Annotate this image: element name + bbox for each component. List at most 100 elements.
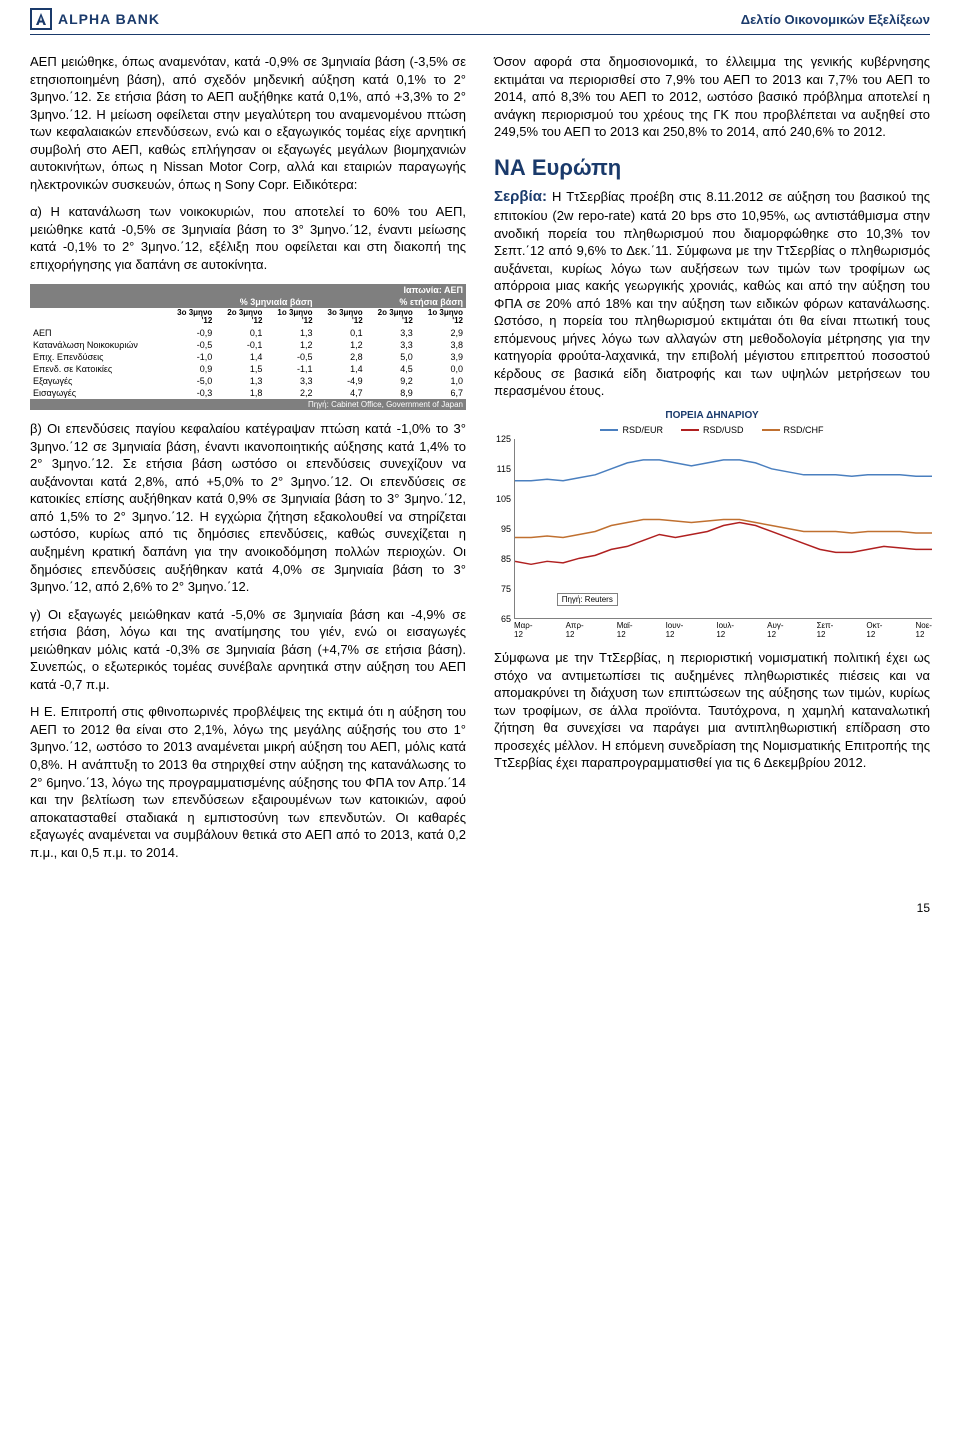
right-para-after-chart: Σύμφωνα με την ΤτΣερβίας, η περιοριστική… — [494, 649, 930, 772]
table-row: Εισαγωγές -0,31,82,24,78,96,7 — [30, 387, 466, 399]
bulletin-title: Δελτίο Οικονομικών Εξελίξεων — [741, 12, 930, 27]
y-axis-label: 125 — [496, 434, 515, 444]
table-cell: 1,4 — [215, 351, 265, 363]
chart-line-rsd/eur — [515, 460, 932, 481]
table-cell: 2,2 — [265, 387, 315, 399]
table-cell: 2,9 — [416, 327, 466, 339]
left-para-d-text: Η Ε. Επιτροπή στις φθινοπωρινές προβλέψε… — [30, 704, 466, 859]
table-cell: 1,4 — [316, 363, 366, 375]
table-cell: 4,7 — [316, 387, 366, 399]
table-col-header: 3ο 3μηνο'12 — [165, 308, 215, 328]
y-axis-label: 95 — [501, 524, 515, 534]
table-cell: 5,0 — [366, 351, 416, 363]
table-cell: 3,3 — [366, 339, 416, 351]
left-para-c-text: γ) Οι εξαγωγές μειώθηκαν κατά -5,0% σε 3… — [30, 607, 466, 692]
table-group1: % 3μηνιαία βάση — [165, 296, 315, 308]
chart-x-labels: Μαρ-12Απρ-12Μαϊ-12Ιουν-12Ιουλ-12Αυγ-12Σε… — [514, 621, 932, 639]
table-cell: -1,0 — [165, 351, 215, 363]
y-axis-label: 75 — [501, 584, 515, 594]
table-cell: 3,3 — [366, 327, 416, 339]
right-para-1: Όσον αφορά στα δημοσιονομικά, το έλλειμμ… — [494, 53, 930, 141]
table-cell: 8,9 — [366, 387, 416, 399]
table-row-label: Κατανάλωση Νοικοκυριών — [30, 339, 165, 351]
chart-line-rsd/usd — [515, 523, 932, 565]
japan-gdp-table: Ιαπωνία: ΑΕΠ % 3μηνιαία βάση % ετήσια βά… — [30, 284, 466, 411]
chart-source-label: Πηγή: Reuters — [557, 593, 618, 606]
serbia-label: Σερβία: — [494, 188, 547, 205]
table-cell: 1,2 — [316, 339, 366, 351]
left-para-1-text: ΑΕΠ μειώθηκε, όπως αναμενόταν, κατά -0,9… — [30, 54, 466, 192]
table-col-header: 1ο 3μηνο'12 — [416, 308, 466, 328]
dinar-chart: ΠΟΡΕΙΑ ΔΗΝΑΡΙΟΥ RSD/EUR RSD/USD RSD/CHF … — [494, 410, 930, 639]
logo-block: ALPHA BANK — [30, 8, 160, 30]
chart-line-rsd/chf — [515, 520, 932, 538]
table-col-header: 2ο 3μηνο'12 — [215, 308, 265, 328]
table-cell: -0,1 — [215, 339, 265, 351]
table-col-header: 1ο 3μηνο'12 — [265, 308, 315, 328]
legend-label: RSD/CHF — [784, 425, 824, 435]
table-row: ΑΕΠ -0,90,11,30,13,32,9 — [30, 327, 466, 339]
table-cell: 1,2 — [265, 339, 315, 351]
x-axis-label: Οκτ-12 — [866, 621, 882, 639]
table-cell: -1,1 — [265, 363, 315, 375]
page-number: 15 — [30, 901, 930, 915]
legend-item: RSD/CHF — [762, 425, 824, 435]
y-axis-label: 85 — [501, 554, 515, 564]
x-axis-label: Απρ-12 — [566, 621, 584, 639]
bank-name: ALPHA BANK — [58, 11, 160, 27]
left-para-1: ΑΕΠ μειώθηκε, όπως αναμενόταν, κατά -0,9… — [30, 53, 466, 193]
legend-item: RSD/EUR — [600, 425, 663, 435]
table-cell: 1,8 — [215, 387, 265, 399]
y-axis-label: 65 — [501, 614, 515, 624]
table-col-header: 2ο 3μηνο'12 — [366, 308, 416, 328]
legend-item: RSD/USD — [681, 425, 744, 435]
x-axis-label: Σεπ-12 — [817, 621, 834, 639]
left-para-b-text: β) Οι επενδύσεις παγίου κεφαλαίου κατέγρ… — [30, 421, 466, 594]
serbia-paragraph: Σερβία: Η ΤτΣερβίας προέβη στις 8.11.201… — [494, 187, 930, 400]
table-row: Κατανάλωση Νοικοκυριών -0,5-0,11,21,23,3… — [30, 339, 466, 351]
y-axis-label: 115 — [497, 464, 515, 474]
table-row-label: Εισαγωγές — [30, 387, 165, 399]
table-cell: 1,3 — [215, 375, 265, 387]
table-row: Εξαγωγές -5,01,33,3-4,99,21,0 — [30, 375, 466, 387]
table-cell: 6,7 — [416, 387, 466, 399]
right-para-1-text: Όσον αφορά στα δημοσιονομικά, το έλλειμμ… — [494, 54, 930, 139]
table-row-label: Εξαγωγές — [30, 375, 165, 387]
table-cell: 3,3 — [265, 375, 315, 387]
table-cell: 4,5 — [366, 363, 416, 375]
x-axis-label: Μαρ-12 — [514, 621, 533, 639]
serbia-text: Η ΤτΣερβίας προέβη στις 8.11.2012 σε αύξ… — [494, 189, 930, 399]
legend-swatch — [762, 429, 780, 431]
table-cell: -0,3 — [165, 387, 215, 399]
table-cell: 3,8 — [416, 339, 466, 351]
left-para-d: Η Ε. Επιτροπή στις φθινοπωρινές προβλέψε… — [30, 703, 466, 861]
table-col-header: 3ο 3μηνο'12 — [316, 308, 366, 328]
alpha-logo-icon — [30, 8, 52, 30]
table-cell: 0,9 — [165, 363, 215, 375]
legend-label: RSD/EUR — [622, 425, 663, 435]
legend-label: RSD/USD — [703, 425, 744, 435]
table-cell: 9,2 — [366, 375, 416, 387]
x-axis-label: Ιουν-12 — [666, 621, 684, 639]
table-cell: 1,3 — [265, 327, 315, 339]
table-cell: -5,0 — [165, 375, 215, 387]
table-cell: -0,9 — [165, 327, 215, 339]
table-row: Επιχ. Επενδύσεις -1,01,4-0,52,85,03,9 — [30, 351, 466, 363]
table-row-label: Επενδ. σε Κατοικίες — [30, 363, 165, 375]
right-column: Όσον αφορά στα δημοσιονομικά, το έλλειμμ… — [494, 53, 930, 871]
table-cell: 1,5 — [215, 363, 265, 375]
table-cell: -4,9 — [316, 375, 366, 387]
chart-plot-area: Πηγή: Reuters 65758595105115125 — [514, 439, 932, 619]
x-axis-label: Νοε-12 — [916, 621, 932, 639]
table-cell: 1,0 — [416, 375, 466, 387]
right-para-after-chart-text: Σύμφωνα με την ΤτΣερβίας, η περιοριστική… — [494, 650, 930, 770]
left-para-a: α) Η κατανάλωση των νοικοκυριών, που απο… — [30, 203, 466, 273]
table-cell: 0,1 — [215, 327, 265, 339]
x-axis-label: Ιουλ-12 — [716, 621, 734, 639]
x-axis-label: Αυγ-12 — [767, 621, 783, 639]
table-cell: -0,5 — [265, 351, 315, 363]
left-para-b: β) Οι επενδύσεις παγίου κεφαλαίου κατέγρ… — [30, 420, 466, 595]
table-row-label: Επιχ. Επενδύσεις — [30, 351, 165, 363]
table-row: Επενδ. σε Κατοικίες 0,91,5-1,11,44,50,0 — [30, 363, 466, 375]
table-cell: 2,8 — [316, 351, 366, 363]
